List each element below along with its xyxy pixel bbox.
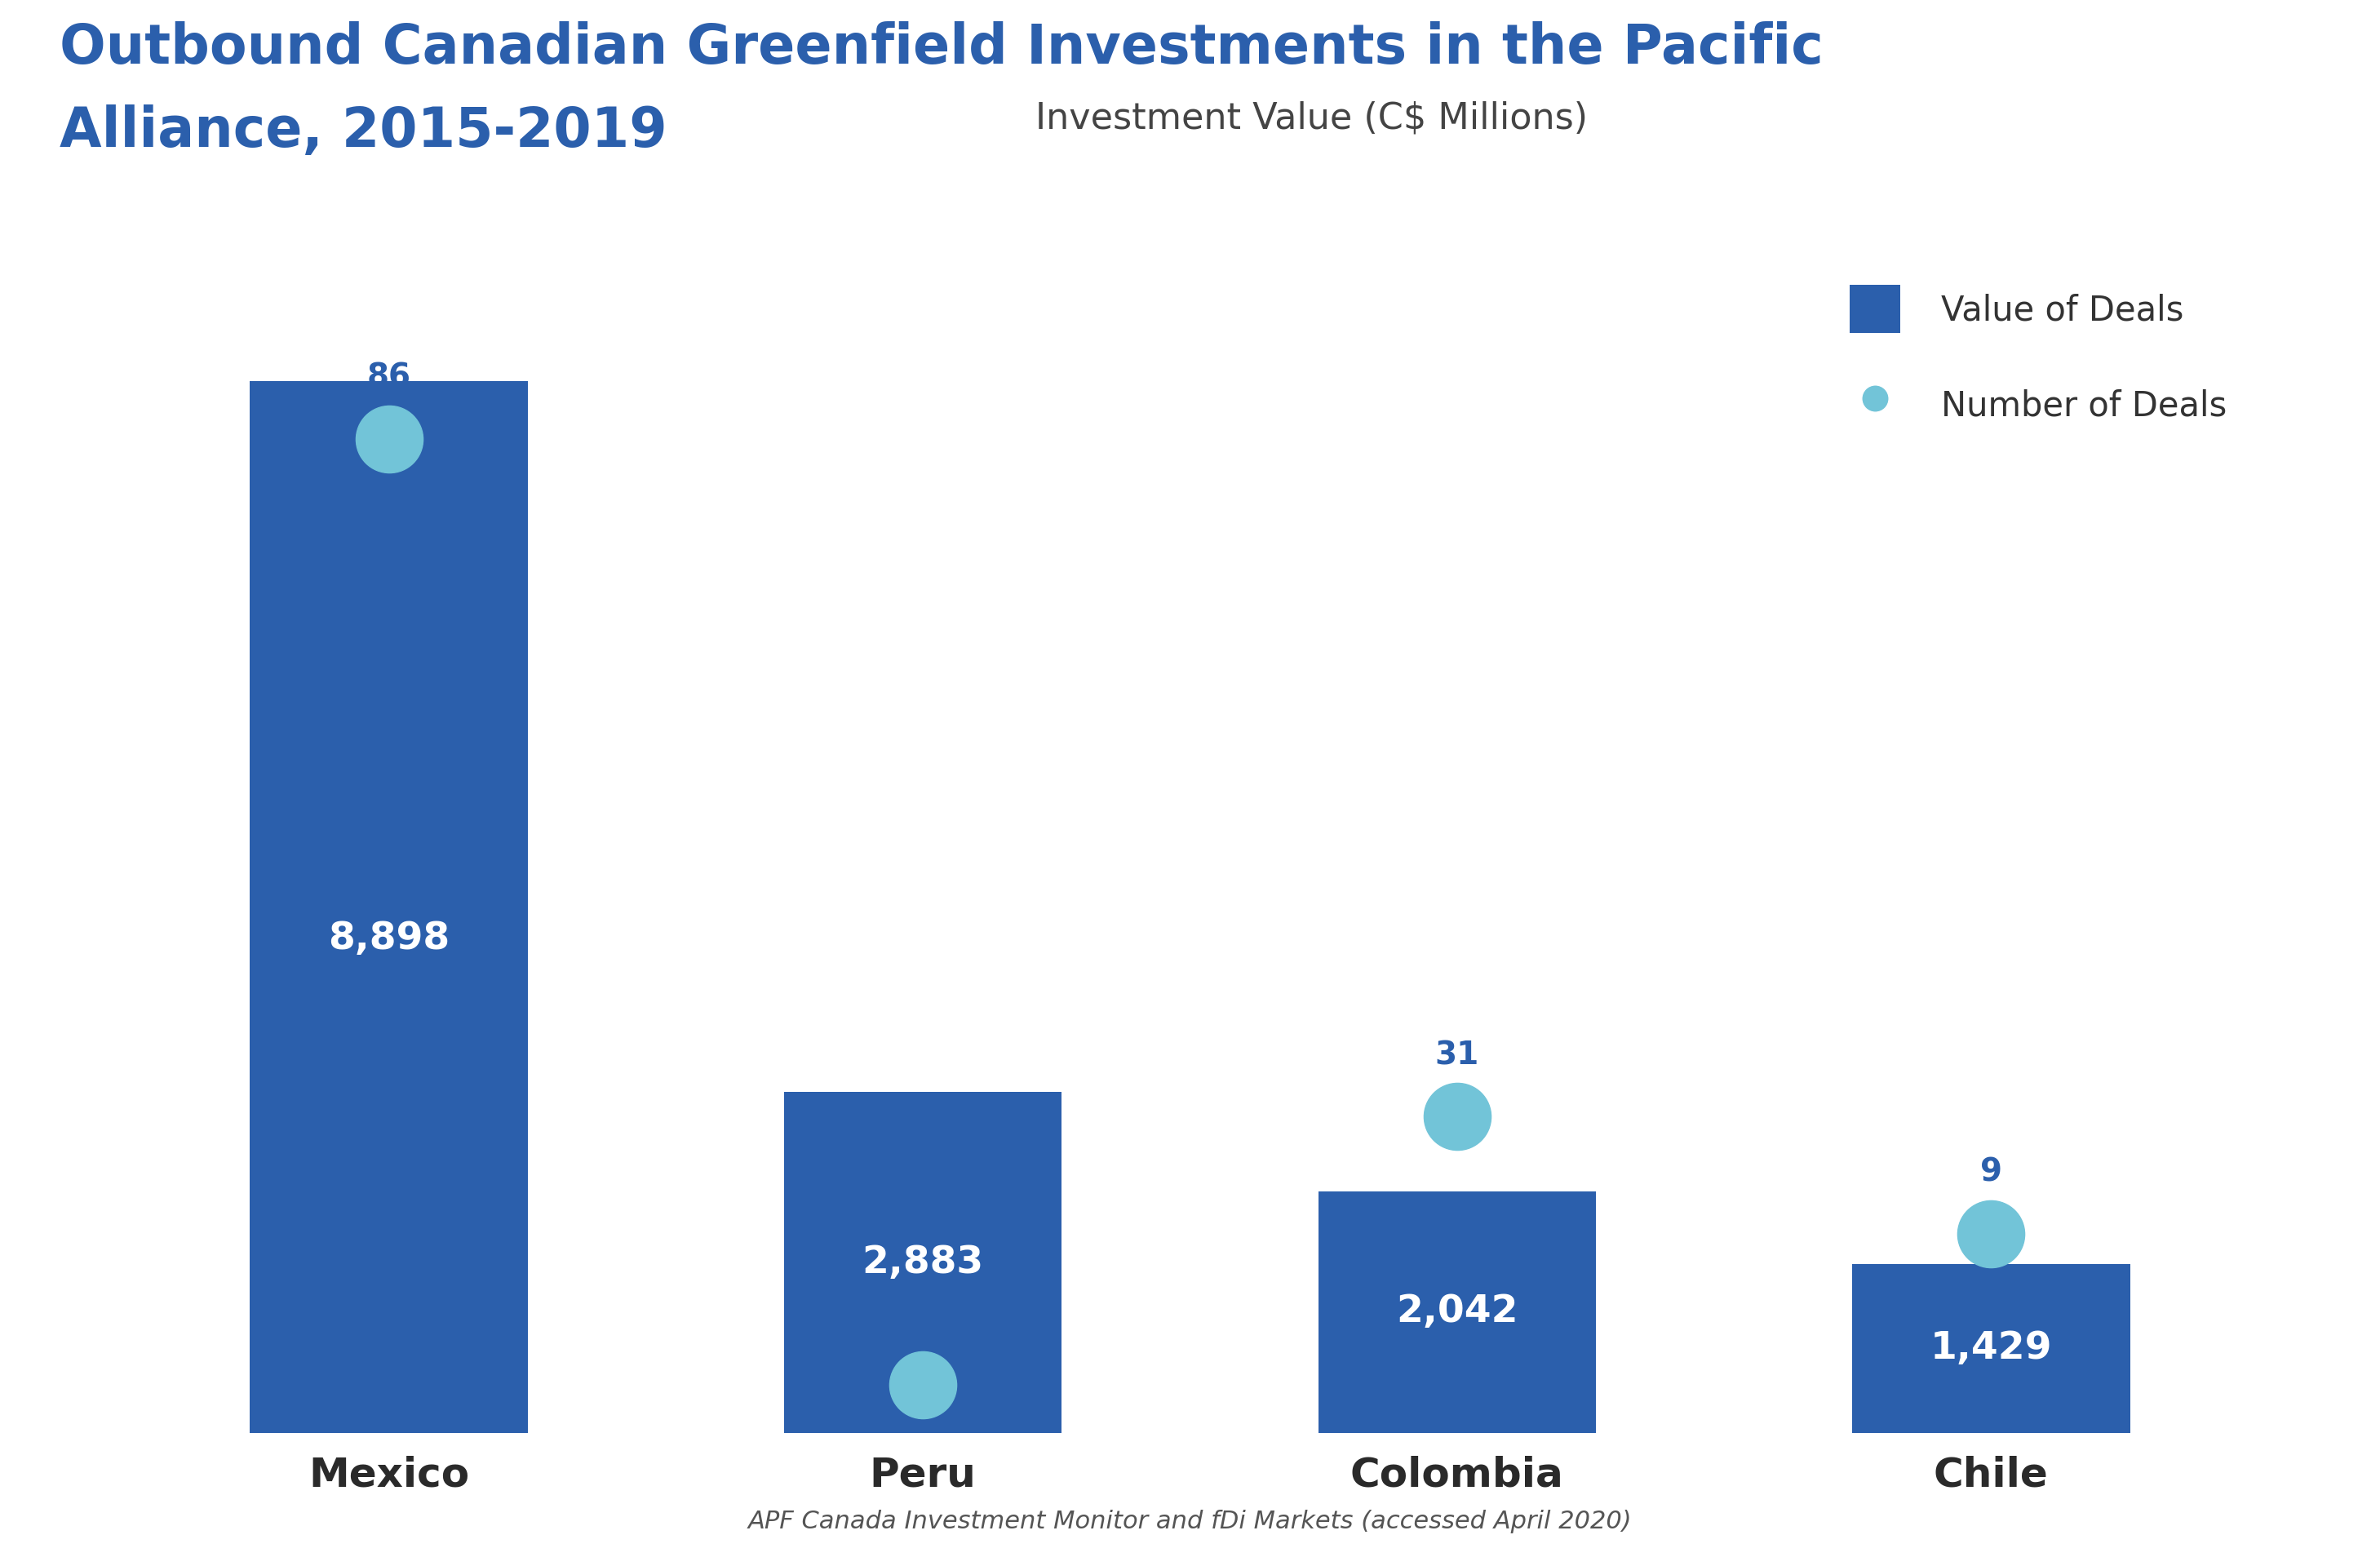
Point [1973, 1221, 2011, 1247]
Text: 31: 31 [1435, 1040, 1478, 1071]
Text: Alliance, 2015-2019: Alliance, 2015-2019 [59, 105, 666, 158]
Bar [1319, 1192, 1597, 1433]
Text: Investment Value (C$ Millions): Investment Value (C$ Millions) [1035, 100, 1587, 136]
Text: 2,883: 2,883 [862, 1243, 983, 1281]
Text: 2,042: 2,042 [1397, 1294, 1518, 1331]
Text: Outbound Canadian Greenfield Investments in the Pacific: Outbound Canadian Greenfield Investments… [59, 22, 1823, 75]
Text: 8,898: 8,898 [328, 921, 450, 957]
Bar [1852, 1264, 2130, 1433]
Text: 86: 86 [367, 362, 412, 393]
Point [369, 426, 407, 451]
Text: 9: 9 [1980, 1157, 2002, 1189]
Legend: Value of Deals, Number of Deals: Value of Deals, Number of Deals [1809, 244, 2268, 470]
Text: APF Canada Investment Monitor and fDi Markets (accessed April 2020): APF Canada Investment Monitor and fDi Ma… [747, 1510, 1633, 1533]
Point [904, 1373, 942, 1398]
Text: 7: 7 [912, 1308, 933, 1339]
Point [1438, 1104, 1476, 1129]
Bar [250, 381, 528, 1433]
Bar [783, 1092, 1061, 1433]
Text: 1,429: 1,429 [1930, 1330, 2052, 1367]
